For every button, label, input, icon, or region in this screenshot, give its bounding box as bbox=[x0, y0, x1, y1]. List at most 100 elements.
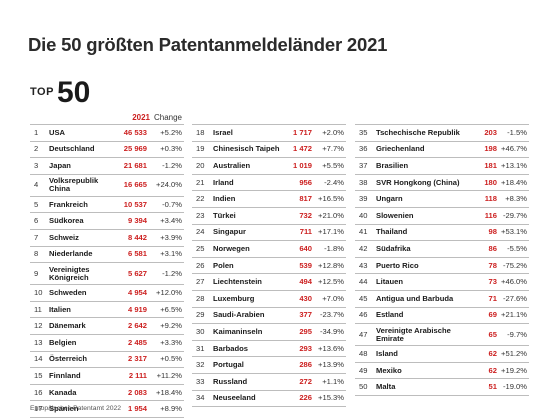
value-cell: 293 bbox=[299, 345, 312, 353]
rank-cell: 8 bbox=[34, 250, 38, 258]
value-cell: 86 bbox=[489, 245, 497, 253]
table-row: 16Kanada2 083+18.4% bbox=[30, 385, 184, 402]
change-cell: +18.4% bbox=[156, 389, 182, 397]
rank-cell: 15 bbox=[34, 372, 42, 380]
change-cell: +15.3% bbox=[318, 394, 344, 402]
country-cell: Ungarn bbox=[376, 195, 403, 203]
footer-source: Europäisches Patentamt 2022 bbox=[30, 405, 121, 412]
rank-cell: 23 bbox=[196, 212, 204, 220]
country-cell: Slowenien bbox=[376, 212, 414, 220]
country-cell: Chinesisch Taipeh bbox=[213, 145, 280, 153]
value-cell: 46 533 bbox=[124, 129, 147, 137]
country-cell: USA bbox=[49, 129, 65, 137]
value-cell: 226 bbox=[299, 394, 312, 402]
column-header: 2021 Change bbox=[30, 112, 184, 124]
badge-number: 50 bbox=[57, 78, 90, 108]
change-cell: +19.2% bbox=[501, 367, 527, 375]
rank-cell: 12 bbox=[34, 322, 42, 330]
value-cell: 51 bbox=[489, 383, 497, 391]
value-cell: 711 bbox=[300, 228, 312, 236]
table-row: 50Malta51-19.0% bbox=[355, 379, 529, 396]
table-row: 10Schweden4 954+12.0% bbox=[30, 285, 184, 302]
value-cell: 69 bbox=[489, 311, 497, 319]
value-cell: 1 717 bbox=[293, 129, 312, 137]
table-row: 41Thailand98+53.1% bbox=[355, 225, 529, 242]
table-row: 5Frankreich10 537-0.7% bbox=[30, 197, 184, 214]
rank-cell: 6 bbox=[34, 217, 38, 225]
table-row: 6Südkorea9 394+3.4% bbox=[30, 213, 184, 230]
table-row: 24Singapur711+17.1% bbox=[192, 225, 346, 242]
rank-cell: 9 bbox=[34, 270, 38, 278]
value-cell: 6 581 bbox=[128, 250, 147, 258]
change-cell: -75.2% bbox=[503, 262, 527, 270]
country-cell: Kaimaninseln bbox=[213, 328, 262, 336]
country-cell: Russland bbox=[213, 378, 247, 386]
value-cell: 203 bbox=[484, 129, 497, 137]
table-row: 34Neuseeland226+15.3% bbox=[192, 391, 346, 408]
rank-cell: 21 bbox=[196, 179, 204, 187]
country-cell: Österreich bbox=[49, 355, 87, 363]
change-cell: +46.0% bbox=[501, 278, 527, 286]
value-cell: 5 627 bbox=[128, 270, 147, 278]
value-cell: 181 bbox=[484, 162, 497, 170]
change-cell: +7.7% bbox=[322, 145, 344, 153]
ranking-column-2: 18Israel1 717+2.0%19Chinesisch Taipeh1 4… bbox=[192, 112, 346, 407]
table-row: 12Dänemark2 642+9.2% bbox=[30, 318, 184, 335]
country-cell: Luxemburg bbox=[213, 295, 254, 303]
change-cell: +46.7% bbox=[501, 145, 527, 153]
table-row: 37Brasilien181+13.1% bbox=[355, 158, 529, 175]
rank-cell: 39 bbox=[359, 195, 367, 203]
value-cell: 286 bbox=[299, 361, 312, 369]
country-cell: Portugal bbox=[213, 361, 244, 369]
country-cell: Südkorea bbox=[49, 217, 84, 225]
table-row: 4Volksrepublik China16 665+24.0% bbox=[30, 175, 184, 197]
table-row: 32Portugal286+13.9% bbox=[192, 357, 346, 374]
table-row: 1 USA 46 533 +5.2% bbox=[30, 125, 184, 142]
country-cell: Südafrika bbox=[376, 245, 411, 253]
table-row: 36Griechenland198+46.7% bbox=[355, 142, 529, 159]
rank-cell: 11 bbox=[34, 306, 42, 314]
country-cell: Polen bbox=[213, 262, 234, 270]
value-cell: 732 bbox=[299, 212, 312, 220]
change-cell: +3.4% bbox=[160, 217, 182, 225]
country-cell: Vereinigtes Königreich bbox=[49, 266, 111, 282]
change-cell: +13.1% bbox=[501, 162, 527, 170]
value-cell: 817 bbox=[299, 195, 312, 203]
change-cell: -23.7% bbox=[320, 311, 344, 319]
change-cell: +8.9% bbox=[160, 405, 182, 413]
column-header-spacer bbox=[355, 112, 529, 124]
value-cell: 1 472 bbox=[293, 145, 312, 153]
country-cell: Vereinigte Arabische Emirate bbox=[376, 327, 466, 343]
country-cell: Schweiz bbox=[49, 234, 79, 242]
table-row: 44Litauen73+46.0% bbox=[355, 274, 529, 291]
value-cell: 1 954 bbox=[128, 405, 147, 413]
change-cell: +16.5% bbox=[318, 195, 344, 203]
rank-cell: 35 bbox=[359, 129, 367, 137]
change-cell: -1.2% bbox=[162, 162, 182, 170]
country-cell: Türkei bbox=[213, 212, 236, 220]
table-row: 14Österreich2 317+0.5% bbox=[30, 352, 184, 369]
change-cell: -1.5% bbox=[507, 129, 527, 137]
rank-cell: 37 bbox=[359, 162, 367, 170]
change-cell: -34.9% bbox=[320, 328, 344, 336]
change-cell: +5.5% bbox=[322, 162, 344, 170]
change-cell: +17.1% bbox=[318, 228, 344, 236]
table-row: 3Japan21 681-1.2% bbox=[30, 158, 184, 175]
country-cell: Norwegen bbox=[213, 245, 250, 253]
country-cell: Barbados bbox=[213, 345, 248, 353]
rank-cell: 1 bbox=[34, 129, 38, 137]
rank-cell: 43 bbox=[359, 262, 367, 270]
table-row: 45Antigua und Barbuda71-27.6% bbox=[355, 291, 529, 308]
change-cell: -1.2% bbox=[162, 270, 182, 278]
rank-cell: 16 bbox=[34, 389, 42, 397]
rank-cell: 3 bbox=[34, 162, 38, 170]
value-cell: 494 bbox=[299, 278, 312, 286]
table-row: 7Schweiz8 442+3.9% bbox=[30, 230, 184, 247]
country-cell: Israel bbox=[213, 129, 233, 137]
rank-cell: 30 bbox=[196, 328, 204, 336]
page-title: Die 50 größten Patentanmeldeländer 2021 bbox=[28, 34, 387, 56]
change-cell: +5.2% bbox=[160, 129, 182, 137]
table-row: 20Australien1 019+5.5% bbox=[192, 158, 346, 175]
rank-cell: 42 bbox=[359, 245, 367, 253]
country-cell: Italien bbox=[49, 306, 71, 314]
